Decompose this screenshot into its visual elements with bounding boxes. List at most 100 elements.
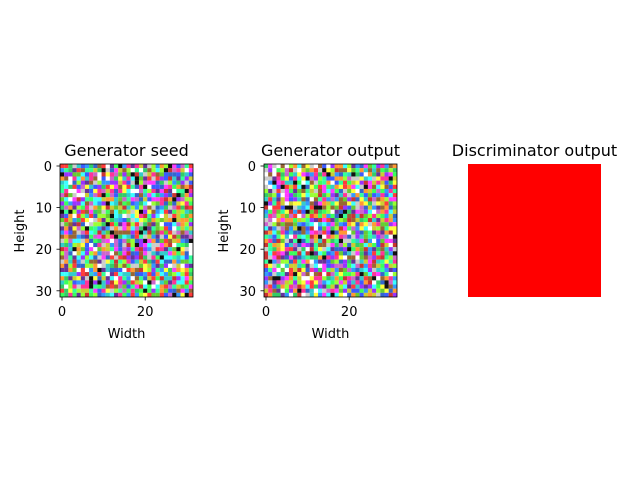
noise-pixel	[89, 251, 94, 256]
panel-generator-seed: Generator seed 0 10 20 30 Height 0 20 Wi…	[13, 141, 194, 342]
noise-pixel	[130, 242, 135, 248]
noise-pixel	[392, 234, 398, 239]
noise-pixel	[151, 176, 156, 181]
noise-pixel	[347, 201, 352, 206]
noise-pixel	[322, 242, 327, 248]
noise-pixel	[305, 234, 310, 239]
noise-pixel	[172, 238, 177, 244]
noise-pixel	[309, 267, 314, 273]
noise-pixel	[159, 201, 164, 206]
noise-pixel	[372, 201, 377, 206]
noise-pixel	[163, 205, 169, 210]
noise-pixel	[122, 201, 127, 206]
noise-pixel	[264, 213, 269, 219]
noise-pixel	[322, 288, 327, 293]
noise-pixel	[60, 284, 65, 289]
noise-pixel	[118, 242, 123, 248]
noise-pixel	[114, 272, 119, 277]
noise-pixel	[143, 205, 148, 210]
noise-pixel	[126, 276, 131, 281]
noise-pixel	[280, 251, 285, 256]
noise-pixel	[138, 213, 144, 219]
noise-pixel	[118, 238, 123, 244]
noise-pixel	[180, 284, 185, 289]
noise-pixel	[180, 272, 185, 277]
noise-pixel	[130, 218, 135, 223]
noise-pixel	[334, 226, 339, 231]
noise-pixel	[338, 284, 344, 289]
noise-pixel	[68, 184, 73, 189]
noise-pixel	[388, 263, 393, 268]
noise-pixel	[372, 230, 377, 235]
noise-pixel	[288, 238, 294, 244]
noise-pixel	[172, 292, 177, 298]
noise-pixel	[130, 176, 135, 181]
noise-pixel	[392, 184, 398, 189]
noise-pixel	[93, 172, 98, 177]
noise-pixel	[143, 176, 148, 181]
noise-pixel	[372, 205, 377, 210]
noise-pixel	[126, 168, 131, 173]
noise-pixel	[168, 168, 173, 173]
noise-pixel	[109, 238, 115, 244]
noise-pixel	[97, 188, 102, 194]
noise-pixel	[130, 259, 135, 264]
noise-pixel	[80, 197, 85, 202]
noise-pixel	[268, 255, 273, 260]
noise-pixel	[293, 205, 298, 210]
noise-pixel	[293, 292, 298, 298]
noise-pixel	[359, 247, 364, 252]
noise-pixel	[109, 280, 115, 285]
noise-pixel	[172, 180, 177, 185]
noise-pixel	[301, 267, 306, 273]
noise-pixel	[268, 238, 273, 244]
noise-pixel	[264, 280, 269, 285]
noise-pixel	[180, 168, 185, 173]
noise-pixel	[93, 176, 98, 181]
noise-pixel	[338, 242, 344, 248]
noise-pixel	[72, 213, 77, 219]
noise-pixel	[288, 288, 294, 293]
noise-pixel	[155, 280, 160, 285]
noise-pixel	[143, 247, 148, 252]
noise-pixel	[272, 176, 277, 181]
noise-pixel	[380, 180, 385, 185]
noise-pixel	[355, 247, 360, 252]
noise-pixel	[130, 272, 135, 277]
noise-pixel	[380, 284, 385, 289]
noise-pixel	[293, 284, 298, 289]
noise-pixel	[109, 197, 115, 202]
noise-pixel	[163, 226, 169, 231]
noise-pixel	[126, 180, 131, 185]
noise-pixel	[109, 209, 115, 214]
noise-pixel	[184, 234, 189, 239]
noise-pixel	[143, 259, 148, 264]
noise-pixel	[392, 201, 398, 206]
noise-pixel	[342, 272, 348, 277]
noise-pixel	[268, 251, 273, 256]
noise-pixel	[109, 259, 115, 264]
noise-pixel	[72, 197, 77, 202]
noise-pixel	[276, 188, 281, 194]
noise-pixel	[309, 292, 314, 298]
noise-pixel	[305, 197, 310, 202]
noise-pixel	[118, 193, 123, 198]
noise-pixel	[359, 222, 364, 227]
noise-pixel	[388, 176, 393, 181]
noise-pixel	[143, 255, 148, 260]
noise-pixel	[147, 222, 152, 227]
noise-pixel	[276, 230, 281, 235]
noise-pixel	[97, 292, 102, 298]
noise-pixel	[318, 263, 323, 268]
noise-pixel	[180, 288, 185, 293]
noise-pixel	[363, 180, 368, 185]
noise-pixel	[363, 164, 368, 169]
noise-pixel	[172, 276, 177, 281]
noise-pixel	[138, 242, 144, 248]
noise-pixel	[347, 184, 352, 189]
noise-pixel	[155, 230, 160, 235]
noise-pixel	[138, 172, 144, 177]
noise-pixel	[380, 164, 385, 169]
noise-pixel	[147, 180, 152, 185]
noise-pixel	[147, 197, 152, 202]
